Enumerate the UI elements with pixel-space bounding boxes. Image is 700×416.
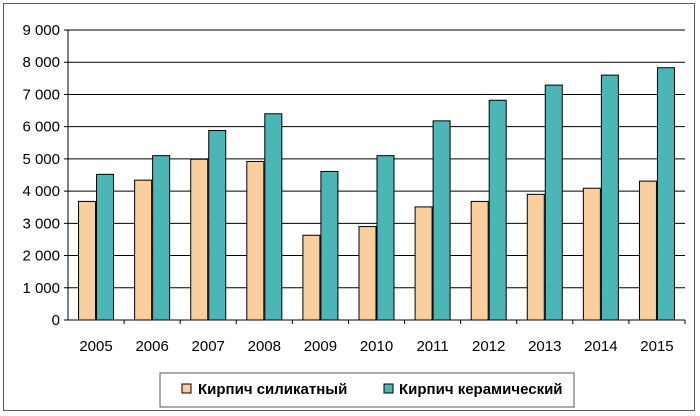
y-tick-label: 8 000: [22, 54, 60, 71]
bar-ceramic-2009: [320, 170, 339, 321]
bars: [78, 67, 675, 321]
y-tick-label: 2 000: [22, 248, 60, 265]
y-tick-label: 0: [52, 312, 60, 329]
bar-silicate-2008: [246, 160, 265, 321]
y-tick-label: 5 000: [22, 151, 60, 168]
bar-silicate-2012: [470, 200, 489, 321]
legend-swatch-silicate: [181, 383, 192, 394]
y-tick-label: 3 000: [22, 215, 60, 232]
y-tick-label: 4 000: [22, 183, 60, 200]
x-tick-label: 2011: [416, 338, 448, 355]
y-tick-label: 7 000: [22, 86, 60, 103]
bar-ceramic-2005: [96, 173, 115, 321]
legend-box: [159, 372, 575, 408]
bar-ceramic-2008: [264, 113, 283, 321]
bar-ceramic-2011: [432, 120, 451, 321]
legend: Кирпич силикатный Кирпич керамический: [159, 372, 575, 408]
bar-silicate-2014: [582, 187, 601, 321]
legend-label-silicate: Кирпич силикатный: [198, 381, 347, 398]
legend-swatch-ceramic: [383, 383, 394, 394]
chart-frame: [3, 3, 695, 411]
bar-ceramic-2010: [376, 155, 395, 321]
x-tick-label: 2008: [248, 338, 281, 355]
y-tick-label: 1 000: [22, 280, 60, 297]
gridlines: [68, 29, 685, 289]
x-tick-label: 2006: [135, 338, 168, 355]
y-tick-label: 9 000: [22, 22, 60, 39]
bar-ceramic-2015: [656, 67, 675, 321]
legend-label-ceramic: Кирпич керамический: [399, 381, 563, 398]
bar-ceramic-2014: [600, 74, 619, 321]
bar-ceramic-2012: [488, 99, 507, 321]
bar-silicate-2005: [78, 200, 97, 321]
x-tick-label: 2009: [304, 338, 337, 355]
x-axis-tick-labels: 2005 2006 2007 2008 2009 2010 2011 2012 2013 2014…: [79, 338, 673, 355]
axes: [64, 29, 686, 324]
bar-ceramic-2007: [208, 130, 227, 321]
x-tick-label: 2013: [528, 338, 561, 355]
x-tick-label: 2012: [472, 338, 505, 355]
bar-silicate-2006: [134, 179, 153, 321]
bar-ceramic-2013: [544, 84, 563, 321]
bar-silicate-2009: [302, 234, 321, 321]
bar-silicate-2011: [414, 206, 433, 321]
x-tick-label: 2005: [79, 338, 112, 355]
x-tick-label: 2014: [584, 338, 617, 355]
x-tick-label: 2007: [192, 338, 225, 355]
x-tick-label: 2010: [360, 338, 393, 355]
bar-silicate-2013: [526, 193, 545, 321]
bar-ceramic-2006: [152, 155, 171, 321]
y-axis-tick-labels: 0 1 000 2 000 3 000 4 000 5 000 6 000 7 000 8 00…: [22, 22, 60, 329]
bar-silicate-2010: [358, 226, 377, 321]
y-tick-label: 6 000: [22, 119, 60, 136]
bar-silicate-2015: [638, 180, 657, 321]
bar-silicate-2007: [190, 158, 209, 321]
x-tick-label: 2015: [640, 338, 673, 355]
